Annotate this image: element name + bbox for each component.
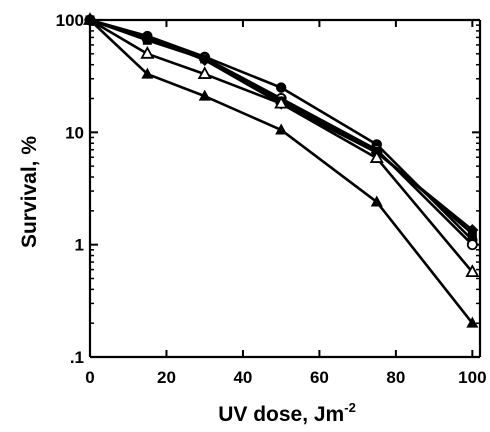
y-tick-label: 1: [75, 236, 84, 255]
data-point: [274, 95, 289, 109]
data-point: [198, 54, 211, 67]
data-point: [466, 224, 479, 237]
x-tick-label: 60: [310, 368, 329, 387]
series-filled-diamond: [84, 14, 479, 237]
series-line: [89, 18, 474, 273]
series-line: [89, 18, 474, 232]
x-axis-title: UV dose, Jm-2: [218, 400, 356, 426]
series-line: [89, 19, 474, 324]
data-point: [370, 195, 383, 207]
data-point: [369, 150, 384, 163]
x-tick-label: 80: [386, 368, 405, 387]
series-open-triangle: [82, 12, 480, 277]
data-point: [275, 82, 287, 93]
x-tick-label: 40: [233, 368, 252, 387]
data-point: [141, 31, 154, 44]
data-point: [466, 239, 478, 251]
y-tick-label: 10: [65, 123, 84, 142]
data-point: [141, 67, 154, 79]
data-point: [465, 264, 480, 277]
axes: [88, 18, 482, 359]
data-point: [275, 123, 288, 135]
ticks: 0 20 40 60 80 100 .1 1 10 100: [56, 11, 487, 387]
series-filled-triangle: [84, 13, 479, 328]
data-point: [466, 316, 479, 328]
data-point: [198, 89, 211, 101]
y-tick-label: .1: [70, 348, 84, 367]
x-tick-label: 100: [458, 368, 486, 387]
data-point: [140, 45, 155, 59]
y-tick-label: 100: [56, 11, 84, 30]
y-axis-title: Survival, %: [18, 136, 41, 248]
x-tick-label: 0: [85, 368, 94, 387]
data-point: [84, 13, 96, 25]
x-tick-label: 20: [157, 368, 176, 387]
series: [82, 12, 480, 328]
data-point: [197, 66, 212, 79]
